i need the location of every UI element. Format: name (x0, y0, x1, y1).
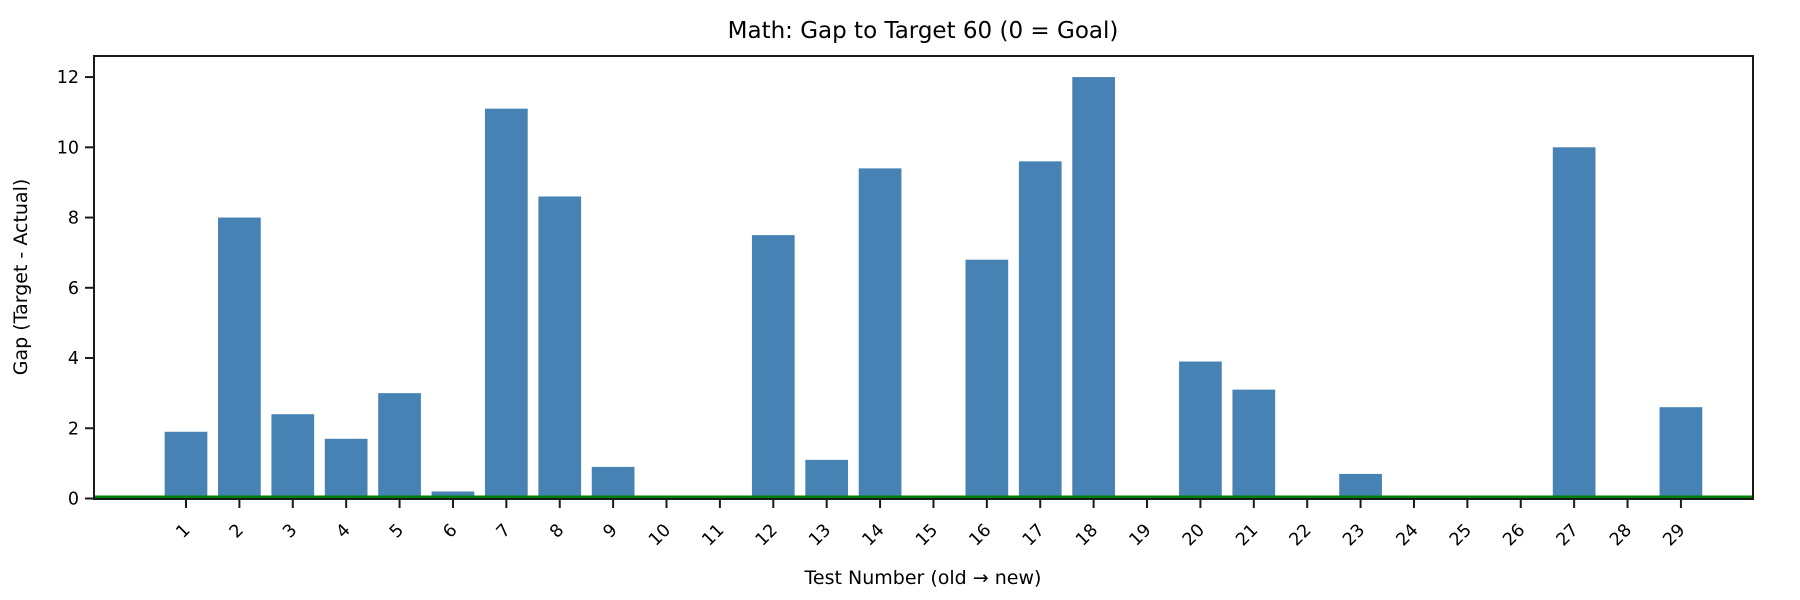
y-tick-label-10: 10 (57, 138, 79, 158)
x-tick-label-25: 25 (1446, 520, 1476, 550)
x-tick-label-28: 28 (1606, 520, 1636, 550)
x-tick-label-1: 1 (173, 520, 195, 542)
y-tick-label-12: 12 (57, 68, 79, 88)
x-tick-label-6: 6 (439, 520, 461, 542)
bar-test-16 (965, 259, 1009, 498)
bar-test-12 (751, 235, 795, 498)
y-tick-label-4: 4 (68, 349, 79, 369)
bar-test-6 (431, 491, 475, 498)
y-tick-label-0: 0 (68, 490, 79, 510)
chart-title: Math: Gap to Target 60 (0 = Goal) (728, 18, 1119, 44)
x-tick-label-20: 20 (1179, 520, 1209, 550)
bar-test-17 (1018, 161, 1062, 498)
x-tick-label-29: 29 (1660, 520, 1690, 550)
bar-test-21 (1232, 389, 1276, 498)
x-tick-label-8: 8 (546, 520, 568, 542)
x-tick-label-23: 23 (1339, 520, 1369, 550)
bar-test-9 (591, 466, 635, 498)
y-tick-label-2: 2 (68, 419, 79, 439)
y-tick-label-8: 8 (68, 209, 79, 229)
bar-test-1 (164, 431, 208, 498)
x-tick-label-22: 22 (1286, 520, 1316, 550)
x-tick-label-11: 11 (699, 520, 729, 550)
x-tick-label-26: 26 (1499, 520, 1529, 550)
x-tick-label-15: 15 (912, 520, 942, 550)
x-tick-label-27: 27 (1553, 520, 1583, 550)
x-axis-label: Test Number (old → new) (804, 567, 1042, 589)
x-tick-label-4: 4 (333, 520, 355, 542)
bar-test-18 (1072, 77, 1115, 498)
x-tick-label-17: 17 (1019, 520, 1049, 550)
bar-test-13 (805, 459, 849, 498)
bar-test-7 (484, 108, 528, 498)
x-tick-label-12: 12 (752, 520, 782, 550)
x-tick-label-5: 5 (386, 520, 408, 542)
x-tick-label-7: 7 (493, 520, 515, 542)
bar-test-4 (324, 438, 368, 498)
x-tick-label-10: 10 (645, 520, 675, 550)
bar-test-3 (271, 414, 315, 498)
bar-test-23 (1339, 473, 1382, 498)
bar-test-5 (378, 393, 421, 498)
x-tick-label-9: 9 (600, 520, 622, 542)
bar-test-14 (858, 168, 902, 498)
x-tick-label-18: 18 (1072, 520, 1102, 550)
x-tick-label-24: 24 (1393, 520, 1423, 550)
x-tick-label-2: 2 (226, 520, 248, 542)
x-tick-label-16: 16 (965, 520, 995, 550)
y-axis-label: Gap (Target - Actual) (10, 179, 32, 376)
x-tick-label-19: 19 (1126, 520, 1156, 550)
x-tick-label-3: 3 (279, 520, 301, 542)
x-tick-label-21: 21 (1232, 520, 1262, 550)
bar-test-8 (538, 196, 582, 498)
bar-test-27 (1552, 147, 1596, 498)
y-tick-label-6: 6 (68, 279, 79, 299)
bar-test-29 (1659, 407, 1703, 498)
bar-test-2 (218, 217, 261, 498)
x-tick-label-13: 13 (805, 520, 835, 550)
x-tick-label-14: 14 (859, 520, 889, 550)
bar-test-20 (1179, 361, 1222, 498)
plot-border (93, 55, 1754, 500)
